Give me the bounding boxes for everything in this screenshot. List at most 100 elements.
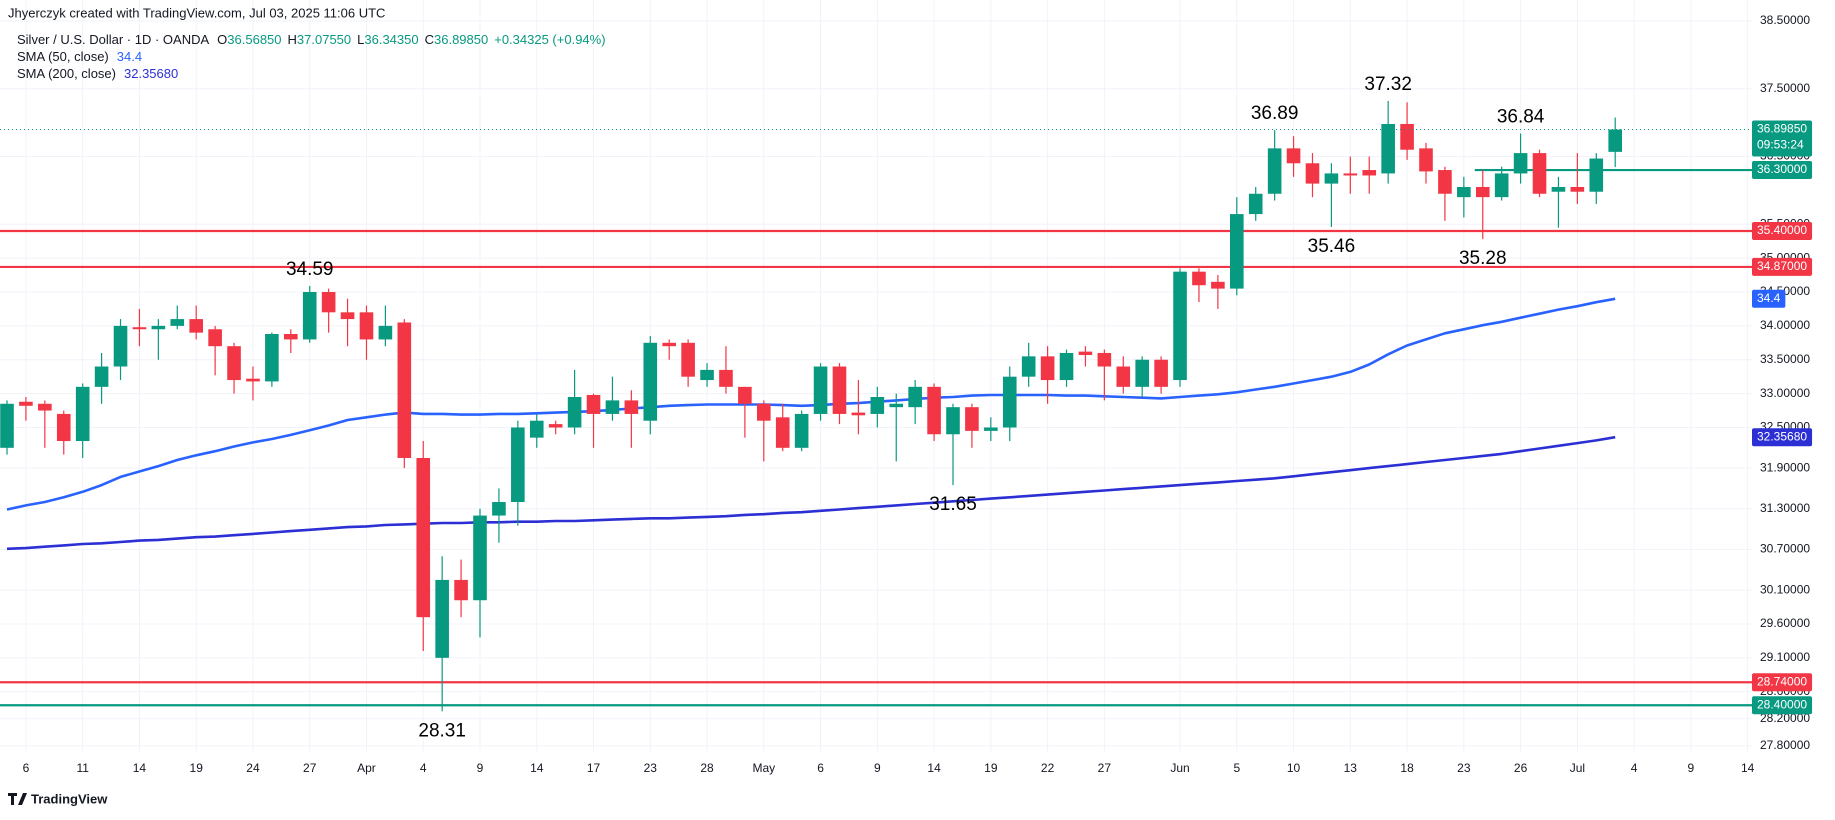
ohlc-key: O <box>217 32 227 47</box>
y-tick-label: 31.30000 <box>1760 501 1810 515</box>
level-label <box>1752 696 1813 715</box>
level-label-text: 34.87000 <box>1757 259 1807 273</box>
candle-body <box>1286 148 1301 164</box>
candle-body <box>1570 186 1585 192</box>
x-tick-label: 9 <box>477 761 484 775</box>
candle-body <box>227 346 241 381</box>
price-annotation: 36.89 <box>1251 103 1299 124</box>
candle-body <box>265 333 279 382</box>
ohlc-key: H <box>288 32 297 47</box>
ohlc-value: 36.56850 <box>227 32 281 47</box>
x-tick-label: 13 <box>1344 761 1358 775</box>
axis: 38.5000037.5000036.5000035.5000035.00000… <box>23 13 1813 775</box>
y-tick-label: 27.80000 <box>1760 738 1810 752</box>
x-tick-label: 9 <box>874 761 881 775</box>
sma-name: SMA (50, close) <box>17 49 109 64</box>
last-price-label <box>1752 120 1813 157</box>
change: +0.34325 (+0.94%) <box>494 32 605 47</box>
ohlc-value: 37.07550 <box>297 32 351 47</box>
x-tick-label: 6 <box>23 761 30 775</box>
y-tick-label: 30.70000 <box>1760 542 1810 556</box>
candle-body <box>1040 356 1055 381</box>
level-label <box>1752 161 1813 180</box>
x-tick-label: Jul <box>1570 761 1585 775</box>
candle-body <box>1230 214 1244 289</box>
candle-body <box>1532 153 1547 194</box>
candle-body <box>1513 153 1528 174</box>
price-annotation: 34.59 <box>286 259 334 280</box>
logo-icon <box>8 793 27 805</box>
candle-body <box>700 369 714 381</box>
candle-body <box>1154 359 1168 387</box>
candle-body <box>1173 271 1187 381</box>
x-tick-label: 28 <box>700 761 714 775</box>
candle-body <box>1381 123 1395 174</box>
y-tick-label: 38.50000 <box>1760 13 1810 27</box>
x-tick-label: 6 <box>817 761 824 775</box>
candle-body <box>151 325 166 330</box>
x-tick-label: 9 <box>1688 761 1695 775</box>
candle-body <box>908 386 922 408</box>
candle-body <box>1211 281 1225 289</box>
price-annotation: 28.31 <box>418 720 466 741</box>
candle-body <box>1305 163 1320 184</box>
sma-label <box>1752 428 1813 447</box>
candle-body <box>473 515 487 601</box>
candle-body <box>1248 193 1263 215</box>
candle-body <box>246 378 260 382</box>
candle-body <box>1362 170 1377 176</box>
x-tick-label: Jun <box>1170 761 1189 775</box>
candle-body <box>775 417 790 448</box>
level-label-text: 28.40000 <box>1757 697 1807 711</box>
price-annotation: 37.32 <box>1364 74 1412 95</box>
candle-body <box>757 403 771 421</box>
ohlc-key: L <box>357 32 364 47</box>
x-tick-label: 5 <box>1233 761 1240 775</box>
candle-body <box>1097 352 1112 367</box>
candle-body <box>586 394 601 414</box>
price-annotation: 35.46 <box>1308 236 1356 257</box>
candle-body <box>1589 158 1604 192</box>
candle-body <box>170 319 185 326</box>
candle-body <box>643 342 658 421</box>
price-annotation: 35.28 <box>1459 248 1507 269</box>
credit: Jhyerczyk created with TradingView.com, … <box>8 5 385 20</box>
candle-body <box>1324 173 1339 184</box>
y-tick-label: 33.00000 <box>1760 386 1810 400</box>
candle-body <box>1116 366 1131 387</box>
sma-label-text: 34.4 <box>1757 291 1781 305</box>
x-tick-label: 17 <box>587 761 601 775</box>
y-tick-label: 29.60000 <box>1760 616 1810 630</box>
candle-body <box>454 579 468 601</box>
candle-body <box>662 342 676 347</box>
candle-body <box>359 312 374 340</box>
candle-body <box>813 366 828 414</box>
candle-body <box>624 400 639 414</box>
candle-body <box>511 427 525 503</box>
x-tick-label: 23 <box>1457 761 1471 775</box>
candle-body <box>794 413 809 448</box>
sma-legend: SMA (50, close) 34.4 <box>17 49 142 64</box>
sma-legend: SMA (200, close) 32.35680 <box>17 66 178 81</box>
candle-body <box>94 366 109 387</box>
candle-body <box>738 386 752 404</box>
candle-body <box>1608 129 1622 152</box>
grid <box>0 0 1752 752</box>
candle-body <box>0 403 14 448</box>
sma-line <box>6 297 1616 511</box>
x-tick-label: 10 <box>1287 761 1301 775</box>
sma-line <box>6 435 1616 551</box>
plot: 34.59 28.31 31.65 36.89 35.46 37.32 35.28 36.84 <box>0 74 1752 741</box>
candle-body <box>1475 186 1490 198</box>
candle-body <box>378 325 393 340</box>
y-tick-label: 31.90000 <box>1760 460 1810 474</box>
x-tick-label: 22 <box>1041 761 1055 775</box>
candle-body <box>832 366 847 414</box>
level-label <box>1752 257 1813 276</box>
x-tick-label: 19 <box>190 761 204 775</box>
ohlc-key: C <box>425 32 434 47</box>
x-tick-label: 4 <box>420 761 427 775</box>
x-tick-label: May <box>752 761 775 775</box>
